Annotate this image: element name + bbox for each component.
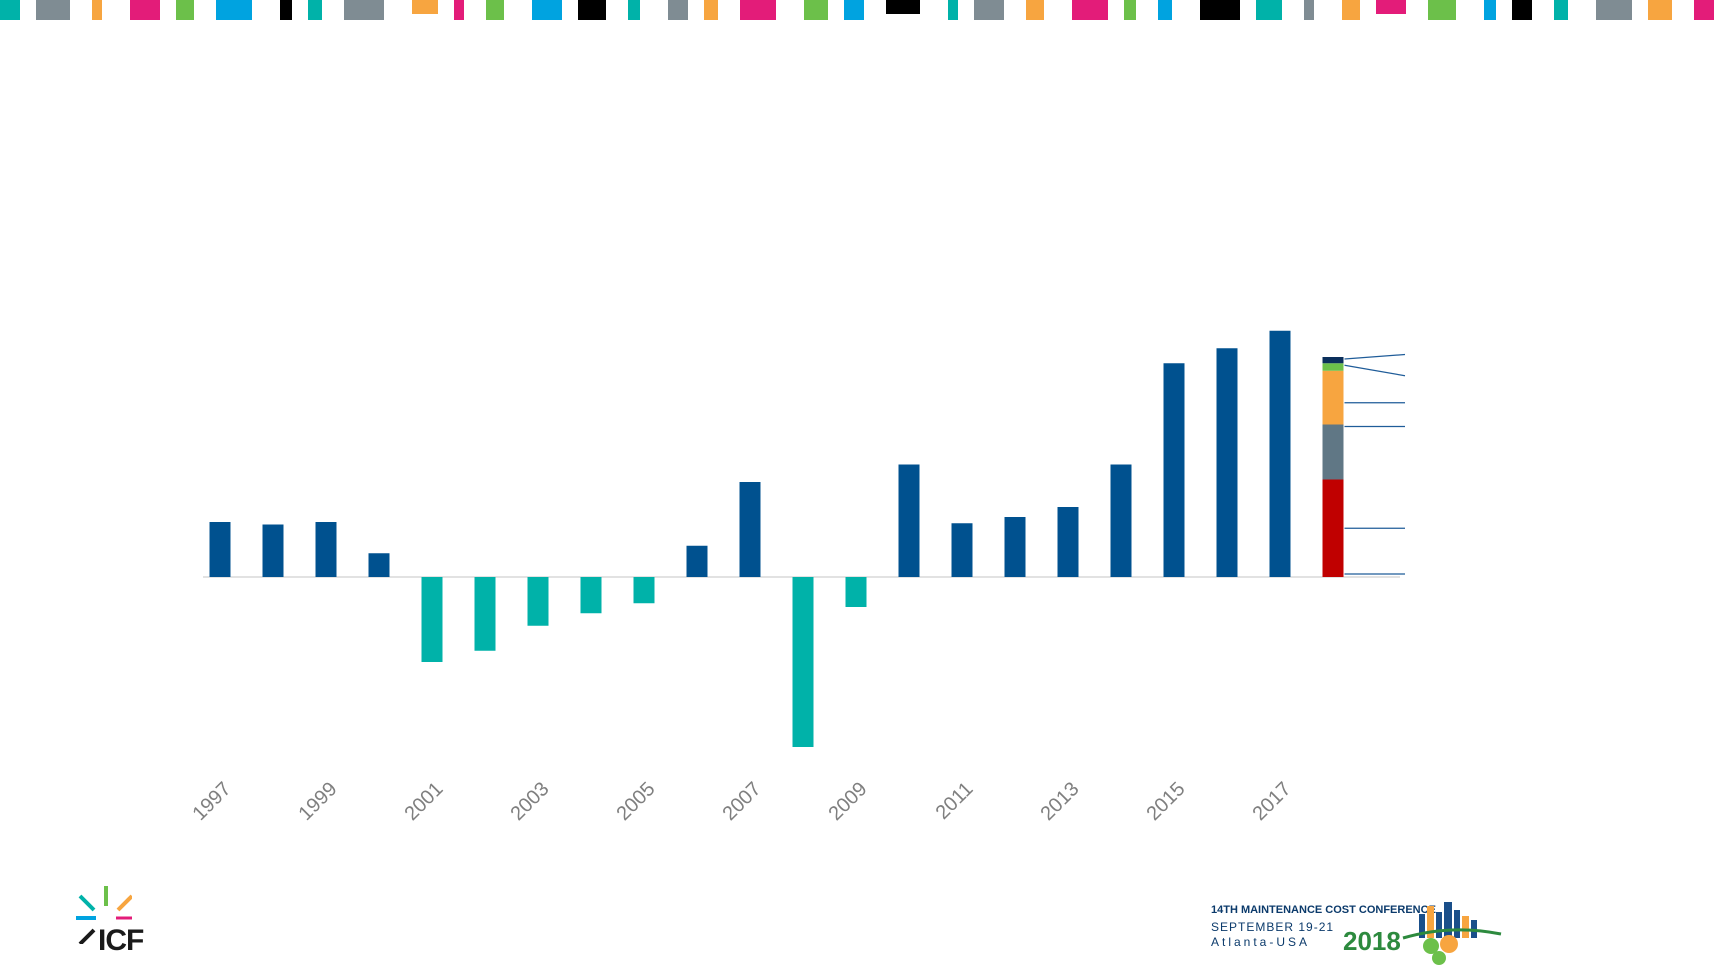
strip-block [1428, 0, 1456, 20]
bar-1999 [315, 522, 337, 577]
stack-segment-2 [1322, 424, 1344, 480]
strip-block [974, 0, 1004, 20]
bar-1998 [262, 524, 284, 577]
strip-block [1484, 0, 1496, 20]
strip-block [1376, 0, 1406, 14]
strip-block [886, 0, 920, 14]
strip-block [1124, 0, 1136, 20]
strip-block [1158, 0, 1172, 20]
x-tick-2015: 2015 [1143, 778, 1190, 825]
strip-block [1554, 0, 1568, 20]
bar-2004 [580, 577, 602, 614]
strip-block [308, 0, 322, 20]
icf-wordmark: ICF [98, 924, 144, 957]
strip-block [578, 0, 606, 20]
strip-block [36, 0, 70, 20]
strip-block [1512, 0, 1532, 20]
bar-2000 [368, 553, 390, 577]
bar-2009 [845, 577, 867, 607]
bar-2013 [1057, 507, 1079, 577]
bar-2010 [898, 464, 920, 577]
strip-block [1200, 0, 1240, 20]
strip-block [216, 0, 252, 20]
x-tick-2003: 2003 [507, 778, 554, 825]
conference-year: 2018 [1343, 926, 1401, 956]
strip-block [92, 0, 102, 20]
stack-segment-5 [1322, 357, 1344, 364]
strip-block [344, 0, 384, 20]
strip-block [804, 0, 828, 20]
strip-block [844, 0, 864, 20]
strip-block [1072, 0, 1108, 20]
strip-block [486, 0, 504, 20]
strip-block [948, 0, 958, 20]
strip-block [176, 0, 194, 20]
strip-block [1256, 0, 1282, 20]
stack-segment-1 [1322, 479, 1344, 577]
bar-2002 [474, 577, 496, 651]
x-tick-2013: 2013 [1037, 778, 1084, 825]
x-tick-1997: 1997 [189, 778, 236, 825]
strip-block [628, 0, 640, 20]
strip-block [454, 0, 464, 20]
bar-2016 [1216, 348, 1238, 577]
bars-group [209, 330, 1291, 747]
icf-burst-icon [76, 886, 132, 944]
strip-block [280, 0, 292, 20]
bar-2001 [421, 577, 443, 662]
x-tick-labels: 1997 1999 2001 2003 2005 2007 2009 2011 2013 2015… [189, 778, 1296, 825]
x-tick-2009: 2009 [825, 778, 872, 825]
strip-block [1304, 0, 1314, 20]
bar-1997 [209, 522, 231, 577]
x-tick-2011: 2011 [932, 778, 978, 824]
icf-logo: ICF [72, 884, 162, 957]
strip-block [1648, 0, 1672, 20]
leader-line-4 [1344, 364, 1406, 377]
strip-block [1596, 0, 1632, 20]
leader-line-5 [1344, 353, 1406, 360]
stack-segment-3 [1322, 370, 1344, 425]
bar-2006 [686, 545, 708, 577]
bar-2005 [633, 577, 655, 604]
strip-block [412, 0, 438, 14]
x-tick-1999: 1999 [295, 778, 342, 825]
x-tick-2001: 2001 [401, 778, 448, 825]
conference-title: 14TH MAINTENANCE COST CONFERENCE [1211, 904, 1436, 916]
conference-dates: SEPTEMBER 19-21 [1211, 920, 1335, 934]
stacked-bar-group [1322, 353, 1406, 577]
strip-block [668, 0, 688, 20]
strip-block [704, 0, 718, 20]
strip-block [1694, 0, 1714, 20]
x-tick-2017: 2017 [1249, 778, 1296, 825]
strip-block [1026, 0, 1044, 20]
bar-2011 [951, 523, 973, 577]
bar-2014 [1110, 464, 1132, 577]
bar-2017 [1269, 330, 1291, 577]
bar-2012 [1004, 517, 1026, 577]
x-tick-2007: 2007 [719, 778, 766, 825]
strip-block [1342, 0, 1360, 20]
bar-2008 [792, 577, 814, 747]
conference-location: Atlanta-USA [1211, 935, 1311, 949]
strip-block [740, 0, 776, 20]
bar-2007 [739, 482, 761, 577]
bar-2003 [527, 577, 549, 626]
strip-block [130, 0, 160, 20]
atlanta-skyline-icon [1402, 902, 1502, 965]
strip-block [532, 0, 562, 20]
x-tick-2005: 2005 [613, 778, 660, 825]
decorative-color-strip [0, 0, 1714, 20]
conference-logo: 14TH MAINTENANCE COST CONFERENCE SEPTEMB… [1205, 890, 1505, 970]
strip-block [0, 0, 20, 20]
bar-2015 [1163, 363, 1185, 577]
stack-segment-4 [1322, 363, 1344, 371]
